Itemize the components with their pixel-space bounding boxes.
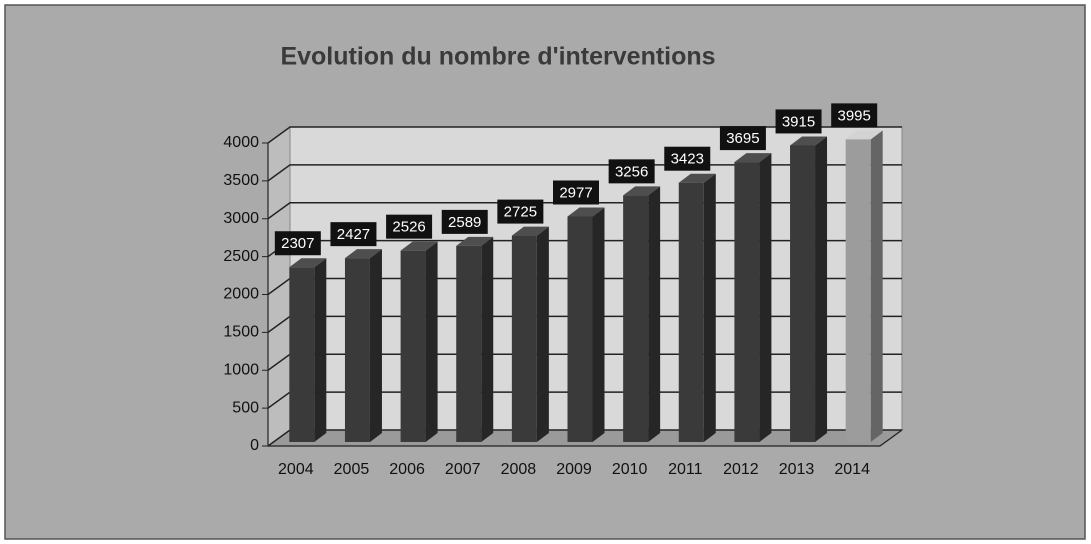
value-label: 2307 [281, 235, 314, 252]
bar-side [425, 241, 438, 442]
x-tick-label: 2011 [668, 461, 703, 478]
bar-top [734, 153, 772, 163]
y-tick-label: 4000 [223, 134, 259, 151]
value-label: 3256 [615, 163, 648, 180]
bar-side [759, 153, 772, 442]
value-label-box [441, 209, 488, 234]
bar-top [790, 136, 828, 146]
value-label-box [831, 103, 878, 128]
bar-side [314, 258, 327, 442]
bar [845, 139, 871, 442]
value-label-box [719, 126, 766, 151]
bar-top [511, 226, 549, 236]
value-label-box [497, 199, 544, 224]
bar [344, 258, 370, 442]
bar-side [481, 236, 494, 442]
bar-top [456, 236, 494, 246]
x-tick-label: 2012 [723, 461, 759, 478]
value-label: 2977 [559, 184, 592, 201]
y-tick-label: 500 [232, 399, 259, 416]
bar [456, 245, 482, 442]
value-label-box [664, 146, 711, 171]
value-label-box [386, 214, 433, 239]
bar [289, 267, 315, 442]
value-label: 3915 [782, 113, 815, 130]
bar [734, 162, 760, 442]
value-label-box [608, 159, 655, 184]
bar-top [400, 241, 438, 251]
value-label: 2427 [337, 226, 370, 243]
bar-top [567, 207, 605, 217]
value-label-box [330, 222, 377, 247]
bar-top [623, 186, 661, 196]
bar-side [536, 226, 549, 442]
x-tick-label: 2008 [501, 461, 537, 478]
y-tick-label: 3000 [223, 210, 259, 227]
y-tick-label: 2000 [223, 286, 259, 303]
chart-title: Evolution du nombre d'interventions [280, 43, 715, 71]
value-label-box [274, 231, 321, 256]
x-tick-label: 2014 [834, 461, 870, 478]
bar-top [678, 173, 716, 183]
bar [790, 145, 816, 442]
x-tick-label: 2010 [612, 461, 648, 478]
bar-top [845, 130, 883, 140]
x-tick-label: 2007 [445, 461, 481, 478]
y-tick-label: 0 [250, 437, 259, 454]
bar-side [369, 249, 382, 442]
value-label: 2725 [504, 204, 537, 221]
bar [567, 216, 593, 442]
grid-line [267, 126, 902, 144]
x-axis-depth [879, 429, 903, 447]
bar [511, 235, 537, 442]
value-label: 2526 [392, 219, 425, 236]
bar-side [815, 136, 828, 442]
y-tick-label: 1000 [223, 361, 259, 378]
value-label: 3423 [671, 151, 704, 168]
y-tick-label: 3500 [223, 172, 259, 189]
value-label: 3995 [837, 107, 870, 124]
x-tick-label: 2005 [334, 461, 370, 478]
bar [400, 250, 426, 442]
x-tick-label: 2006 [389, 461, 425, 478]
bar-side [592, 207, 605, 442]
bar-side [648, 186, 661, 442]
bar-top [289, 258, 327, 268]
bar [623, 195, 649, 442]
value-label-box [775, 109, 822, 134]
bar [678, 182, 704, 442]
y-tick-label: 2500 [223, 248, 259, 265]
value-label: 2589 [448, 214, 481, 231]
x-tick-label: 2009 [556, 461, 592, 478]
value-label-box [553, 180, 599, 205]
x-tick-label: 2004 [278, 461, 314, 478]
bar-top [344, 249, 382, 259]
bar-side [703, 173, 716, 442]
value-label: 3695 [726, 130, 759, 147]
bar-side [870, 130, 883, 442]
y-tick-label: 1500 [223, 324, 259, 341]
x-tick-label: 2013 [779, 461, 815, 478]
